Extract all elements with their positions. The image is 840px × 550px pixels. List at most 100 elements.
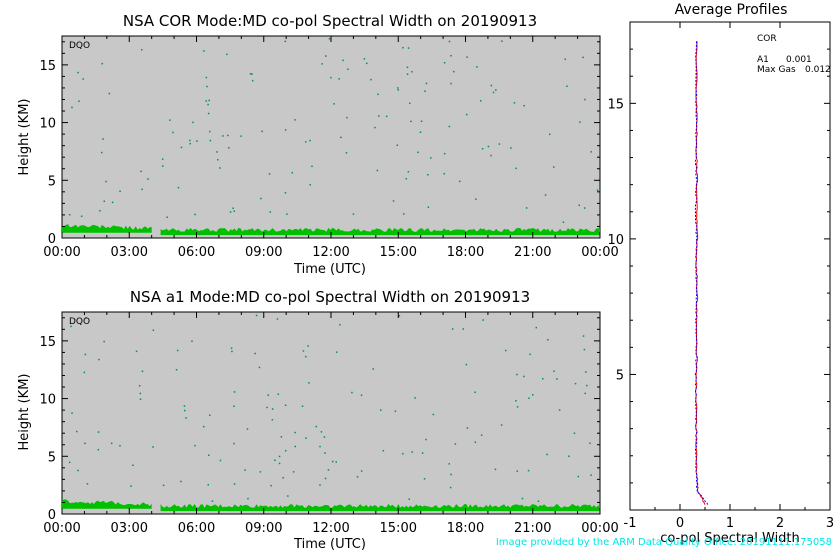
y-tick-label: 10 bbox=[607, 233, 624, 248]
noise-pixel bbox=[274, 459, 276, 461]
noise-pixel bbox=[516, 470, 518, 472]
noise-pixel bbox=[342, 59, 344, 62]
noise-pixel bbox=[450, 82, 452, 85]
noise-pixel bbox=[407, 47, 410, 49]
noise-pixel bbox=[183, 405, 186, 407]
noise-pixel bbox=[189, 142, 191, 145]
noise-pixel bbox=[527, 469, 530, 472]
noise-pixel bbox=[162, 165, 164, 167]
noise-pixel bbox=[78, 100, 80, 102]
y-tick-label: 15 bbox=[607, 97, 624, 112]
noise-pixel bbox=[475, 198, 477, 200]
noise-pixel bbox=[596, 189, 599, 191]
noise-pixel bbox=[268, 173, 271, 175]
noise-pixel bbox=[229, 211, 232, 213]
noise-pixel bbox=[585, 371, 587, 373]
profiles-x-ticks: -1 0 1 2 3 bbox=[624, 22, 834, 531]
noise-pixel bbox=[169, 119, 171, 121]
noise-pixel bbox=[558, 409, 561, 411]
noise-pixel bbox=[258, 366, 261, 369]
noise-pixel bbox=[544, 194, 547, 196]
noise-pixel bbox=[84, 353, 87, 356]
noise-pixel bbox=[414, 397, 416, 399]
noise-pixel bbox=[222, 135, 224, 137]
noise-pixel bbox=[207, 103, 209, 106]
x-tick-label: 06:00 bbox=[178, 521, 215, 536]
noise-pixel bbox=[589, 442, 591, 444]
noise-pixel bbox=[420, 120, 423, 122]
noise-pixel bbox=[547, 339, 549, 341]
noise-pixel bbox=[98, 358, 100, 361]
noise-pixel bbox=[333, 103, 335, 105]
noise-pixel bbox=[380, 409, 382, 411]
a1-x-axis-label: Time (UTC) bbox=[293, 537, 366, 550]
noise-pixel bbox=[135, 350, 138, 353]
noise-pixel bbox=[376, 169, 379, 172]
noise-pixel bbox=[443, 62, 446, 64]
noise-pixel bbox=[266, 406, 268, 409]
noise-pixel bbox=[505, 349, 507, 352]
noise-pixel bbox=[419, 131, 422, 133]
noise-pixel bbox=[110, 442, 113, 445]
noise-pixel bbox=[406, 73, 409, 75]
noise-pixel bbox=[407, 171, 410, 173]
x-tick-label: 21:00 bbox=[514, 245, 551, 260]
cor-title: NSA COR Mode:MD co-pol Spectral Width on… bbox=[123, 12, 537, 30]
noise-pixel bbox=[233, 391, 236, 393]
noise-pixel bbox=[432, 413, 435, 416]
noise-pixel bbox=[119, 445, 121, 447]
a1-dqo-tag: DQO bbox=[69, 317, 90, 327]
a1-echo-layer bbox=[62, 499, 600, 512]
cor-panel: NSA COR Mode:MD co-pol Spectral Width on… bbox=[17, 12, 619, 277]
noise-pixel bbox=[424, 90, 426, 92]
a1-y-axis-label: Height (KM) bbox=[17, 374, 32, 451]
x-tick-label: 18:00 bbox=[447, 245, 484, 260]
noise-pixel bbox=[523, 375, 525, 378]
noise-pixel bbox=[573, 432, 576, 434]
noise-pixel bbox=[246, 428, 249, 430]
noise-pixel bbox=[402, 453, 404, 455]
echo-segment bbox=[62, 499, 152, 509]
legend-maxgas-label: Max Gas bbox=[757, 65, 796, 75]
noise-pixel bbox=[240, 135, 242, 137]
noise-pixel bbox=[351, 391, 353, 394]
noise-pixel bbox=[577, 475, 579, 478]
noise-pixel bbox=[194, 213, 196, 216]
noise-pixel bbox=[233, 442, 235, 445]
noise-pixel bbox=[108, 92, 111, 95]
noise-pixel bbox=[311, 165, 313, 168]
cor-profile-line bbox=[694, 40, 709, 505]
noise-pixel bbox=[101, 151, 103, 154]
noise-pixel bbox=[537, 500, 540, 502]
noise-pixel bbox=[427, 206, 430, 208]
noise-pixel bbox=[590, 474, 592, 476]
x-tick-label: 12:00 bbox=[312, 245, 349, 260]
noise-pixel bbox=[319, 484, 321, 486]
profiles-title: Average Profiles bbox=[675, 2, 788, 18]
noise-pixel bbox=[411, 451, 413, 453]
y-tick-label: 5 bbox=[48, 174, 56, 189]
noise-pixel bbox=[132, 464, 134, 466]
noise-pixel bbox=[516, 406, 519, 408]
noise-pixel bbox=[259, 471, 262, 473]
noise-pixel bbox=[302, 350, 305, 352]
noise-pixel bbox=[309, 184, 311, 186]
noise-pixel bbox=[294, 445, 296, 448]
echo-segment bbox=[160, 227, 600, 236]
legend-a1-label: A1 bbox=[757, 55, 769, 65]
x-tick-label: 09:00 bbox=[245, 245, 282, 260]
noise-pixel bbox=[454, 443, 457, 445]
noise-pixel bbox=[430, 157, 432, 159]
noise-pixel bbox=[185, 417, 187, 419]
noise-pixel bbox=[232, 207, 234, 209]
noise-pixel bbox=[525, 207, 528, 209]
noise-pixel bbox=[408, 498, 410, 500]
noise-pixel bbox=[339, 324, 341, 326]
noise-pixel bbox=[209, 414, 211, 416]
y-tick-label: 15 bbox=[39, 59, 56, 74]
noise-pixel bbox=[403, 213, 405, 215]
noise-pixel bbox=[99, 210, 101, 212]
y-tick-label: 5 bbox=[48, 450, 56, 465]
y-tick-label: 0 bbox=[48, 508, 56, 523]
x-tick-label: 12:00 bbox=[312, 521, 349, 536]
